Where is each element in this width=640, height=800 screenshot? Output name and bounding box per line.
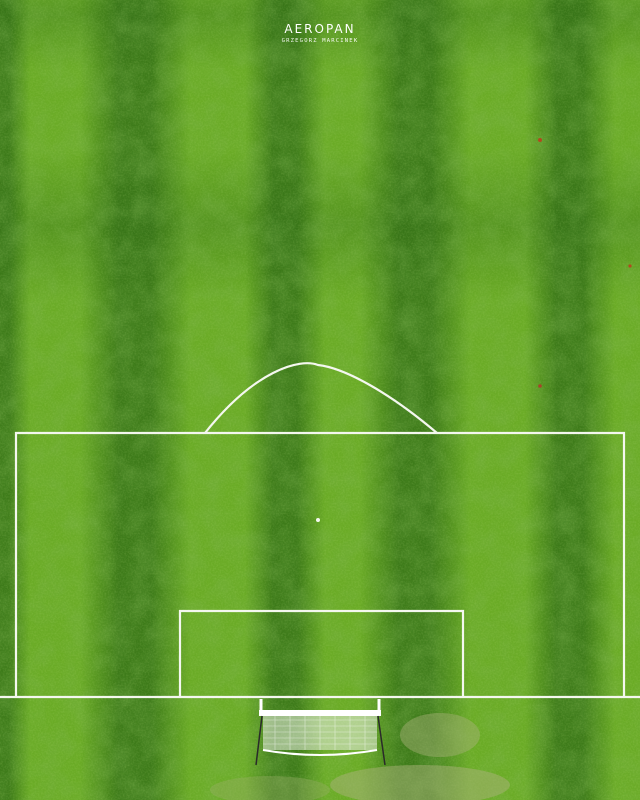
watermark-subtitle: GRZEGORZ MARCINEK xyxy=(0,38,640,44)
goal-crossbar xyxy=(259,710,381,716)
penalty-spot xyxy=(316,518,320,522)
watermark-title: AEROPAN xyxy=(0,22,640,36)
